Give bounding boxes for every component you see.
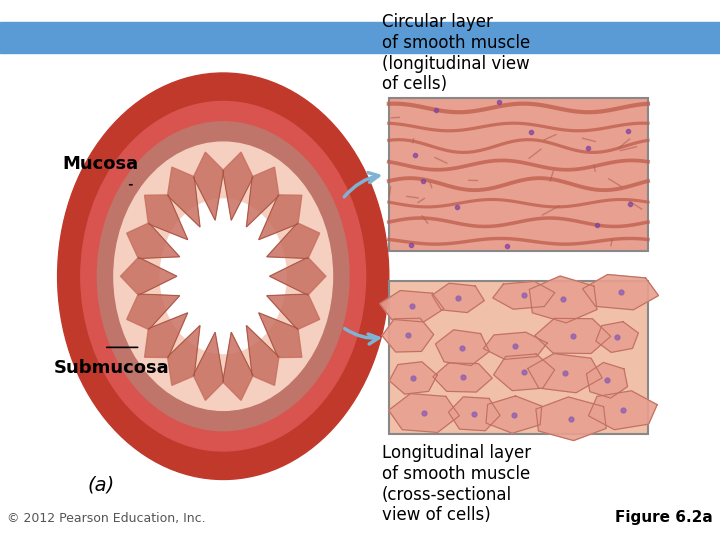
Polygon shape [246,167,279,227]
Polygon shape [168,326,200,386]
Polygon shape [127,223,179,259]
Text: Mucosa: Mucosa [63,156,139,173]
Polygon shape [269,258,326,295]
FancyBboxPatch shape [389,98,648,251]
Polygon shape [529,276,597,323]
Polygon shape [267,294,320,329]
Polygon shape [432,284,485,313]
Polygon shape [449,397,500,431]
Polygon shape [127,294,179,329]
Polygon shape [528,354,602,393]
Ellipse shape [58,73,389,480]
Polygon shape [486,396,541,433]
Polygon shape [389,394,459,433]
Ellipse shape [97,122,349,431]
Polygon shape [535,319,611,354]
Ellipse shape [81,102,366,451]
Text: (a): (a) [87,475,114,494]
Polygon shape [258,313,302,357]
Polygon shape [120,258,177,295]
Polygon shape [380,291,444,322]
Text: Longitudinal layer
of smooth muscle
(cross-sectional
view of cells): Longitudinal layer of smooth muscle (cro… [382,444,531,524]
Polygon shape [193,332,224,400]
Polygon shape [433,363,492,392]
Polygon shape [193,152,224,220]
Polygon shape [222,332,253,400]
Polygon shape [267,223,320,259]
Text: Circular layer
of smooth muscle
(longitudinal view
of cells): Circular layer of smooth muscle (longitu… [382,13,530,93]
Polygon shape [586,362,628,398]
Text: Submucosa: Submucosa [54,359,169,377]
Polygon shape [246,326,279,386]
Polygon shape [222,152,253,220]
Polygon shape [436,330,490,366]
Polygon shape [145,195,188,240]
Polygon shape [145,313,188,357]
Polygon shape [494,354,554,390]
Polygon shape [596,322,639,353]
Polygon shape [382,318,433,352]
Ellipse shape [161,199,286,354]
Text: © 2012 Pearson Education, Inc.: © 2012 Pearson Education, Inc. [7,512,206,525]
Bar [0,22,720,53]
Ellipse shape [114,142,333,410]
Polygon shape [536,397,606,441]
Text: Figure 6.2a: Figure 6.2a [615,510,713,525]
Polygon shape [390,362,437,394]
Polygon shape [483,332,547,359]
Polygon shape [168,167,200,227]
Polygon shape [588,391,657,430]
Polygon shape [582,274,659,310]
FancyBboxPatch shape [389,281,648,434]
Polygon shape [492,281,555,309]
Polygon shape [258,195,302,240]
